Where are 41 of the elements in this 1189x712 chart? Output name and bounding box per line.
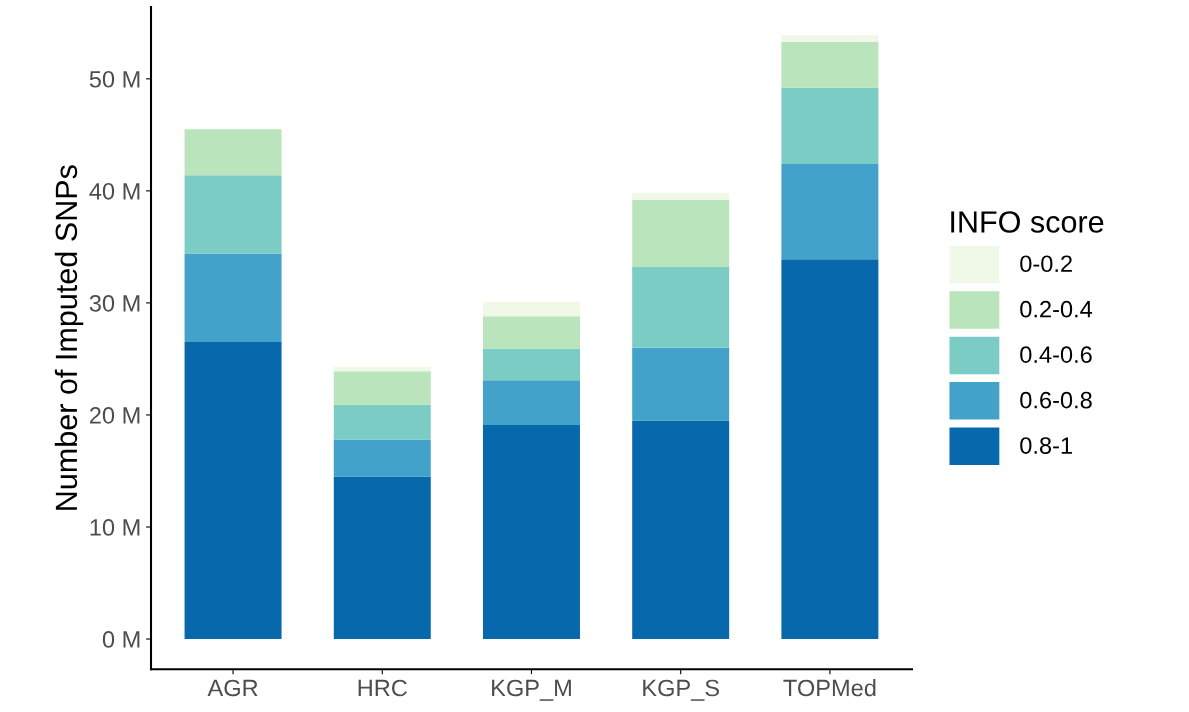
legend-label: 0.6-0.8	[1020, 391, 1092, 409]
bar	[333, 404, 431, 440]
bar	[781, 259, 879, 640]
bar	[482, 301, 580, 317]
bar	[482, 316, 580, 349]
bar	[781, 35, 879, 42]
legend-label: 0.8-1	[1020, 437, 1072, 454]
bar	[482, 380, 580, 426]
bar	[184, 342, 282, 640]
y-tick-label: 20 M	[89, 407, 140, 424]
y-tick-label: 10 M	[90, 519, 140, 536]
y-axis-title: Number of Imputed SNPs	[54, 165, 84, 510]
x-tick-label: KGP_S	[643, 679, 719, 701]
x-tick-label: TOPMed	[783, 679, 876, 697]
bar	[632, 199, 730, 268]
x-tick-label: KGP_M	[492, 679, 571, 701]
bar	[632, 347, 730, 421]
legend-label: 0.4-0.6	[1020, 346, 1092, 363]
x-tick-label: HRC	[358, 679, 407, 697]
bar	[482, 348, 580, 381]
bar	[632, 267, 730, 348]
legend-label: 0-0.2	[1020, 255, 1072, 273]
bar	[781, 163, 879, 260]
y-tick-label: 40 M	[89, 182, 140, 200]
bar	[333, 476, 431, 640]
bar	[184, 253, 282, 343]
legend-label: 0.2-0.4	[1020, 300, 1093, 318]
y-tick-label: 50 M	[89, 70, 140, 88]
bar	[333, 371, 431, 405]
y-tick-label: 30 M	[89, 294, 140, 312]
bar	[632, 193, 730, 200]
bar	[632, 420, 730, 640]
bar	[781, 87, 879, 164]
x-tick-label: AGR	[207, 679, 258, 697]
bar	[184, 175, 282, 254]
bar	[333, 439, 431, 477]
legend-title: INFO score	[951, 211, 1104, 233]
y-tick-label: 0 M	[102, 631, 140, 648]
bar	[184, 129, 282, 176]
bar	[781, 41, 879, 88]
bar	[482, 425, 580, 640]
